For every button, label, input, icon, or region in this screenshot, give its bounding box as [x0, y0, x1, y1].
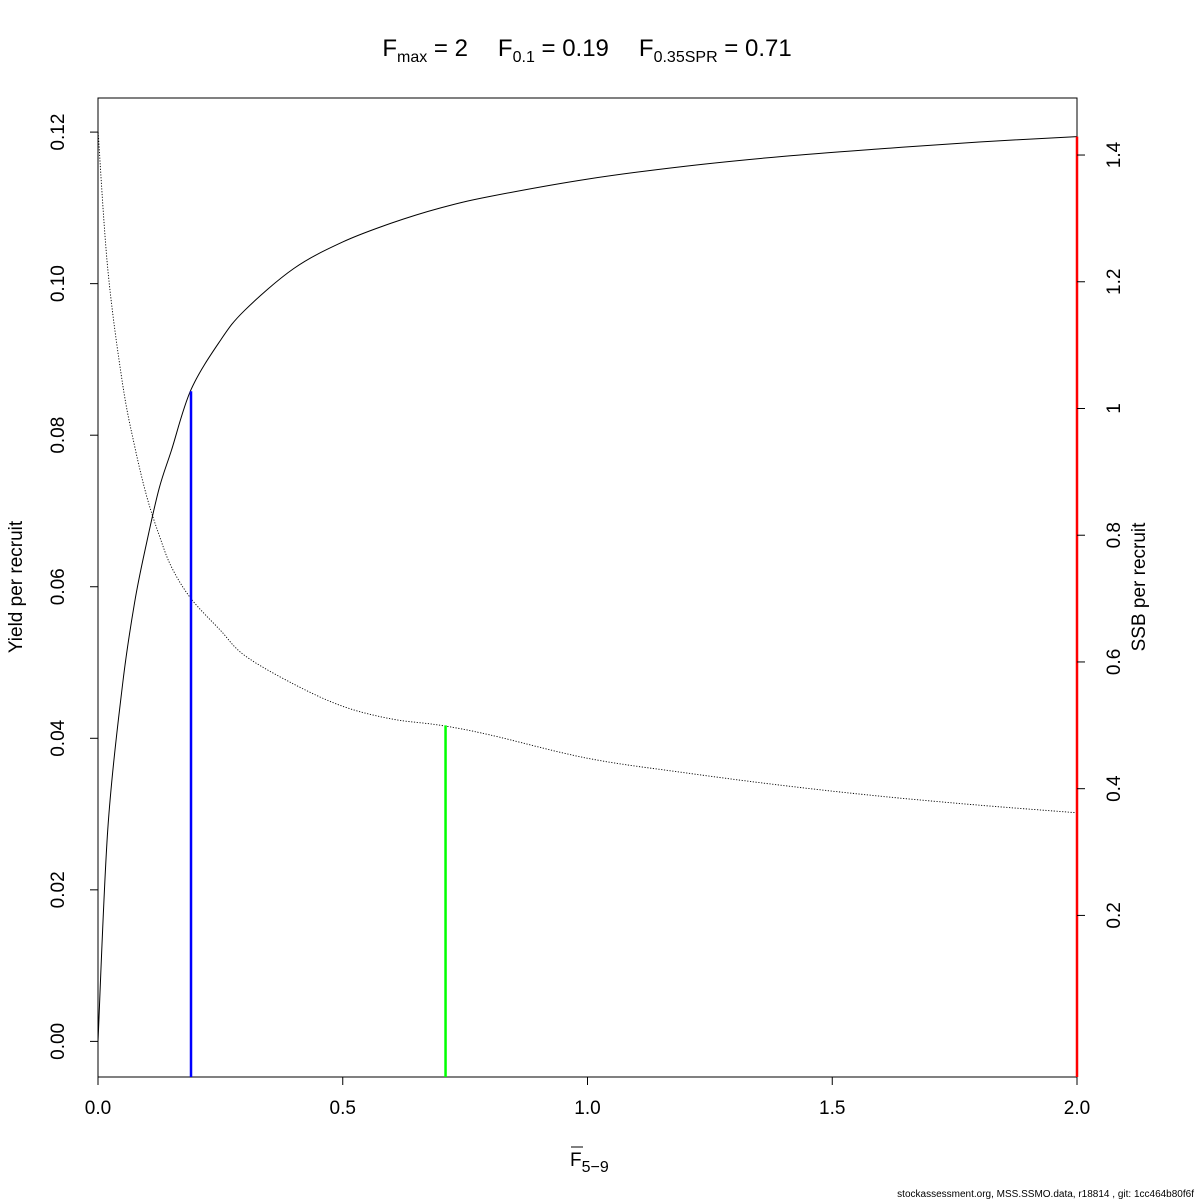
x-tick-label: 0.5	[330, 1098, 356, 1119]
title-f01-rest: = 0.19	[535, 35, 609, 62]
plot-area	[97, 129, 1079, 1077]
y-right-tick-label: 0.4	[1104, 775, 1125, 802]
title-fmax-base: F	[382, 35, 397, 62]
chart-title: Fmax = 2 F0.1 = 0.19 F0.35SPR = 0.71	[382, 35, 791, 66]
y-left-tick-label: 0.06	[48, 568, 69, 605]
yield-per-recruit-line	[97, 136, 1078, 1042]
title-f01-base: F	[498, 35, 513, 62]
y-left-tick-label: 0.08	[48, 417, 69, 454]
x-axis-label: F5−9	[570, 1146, 609, 1176]
x-tick-label: 1.0	[574, 1098, 600, 1119]
y-axis-left-label: Yield per recruit	[6, 520, 27, 653]
y-axis-right-label: SSB per recruit	[1129, 522, 1150, 652]
y-right-tick-label: 1	[1104, 403, 1125, 414]
plot-frame	[97, 97, 1078, 1078]
title-f035-base: F	[639, 35, 654, 62]
axes: 0.0 0.5 1.0 1.5 2.0 0.00 0.02 0.04 0.06 0.08 0.10 0…	[48, 114, 1125, 1119]
y-right-tick-label: 1.4	[1104, 141, 1125, 168]
x-axis-label-base: F	[570, 1150, 582, 1171]
x-axis-label-sub: 5−9	[582, 1159, 609, 1176]
y-right-tick-label: 0.8	[1104, 522, 1125, 548]
footer-credit: stockassessment.org, MSS.SSMO.data, r188…	[897, 1189, 1194, 1200]
y-right-tick-label: 0.2	[1104, 902, 1125, 928]
y-left-tick-label: 0.02	[48, 871, 69, 908]
y-left-tick-label: 0.04	[48, 719, 69, 756]
title-f01-sub: 0.1	[513, 49, 535, 66]
y-right-tick-label: 0.6	[1104, 649, 1125, 675]
y-right-tick-label: 1.2	[1104, 269, 1125, 295]
y-left-tick-label: 0.10	[48, 265, 69, 302]
title-fmax-rest: = 2	[427, 35, 468, 62]
ssb-per-recruit-line	[97, 129, 1078, 814]
y-left-tick-label: 0.12	[48, 114, 69, 151]
x-tick-label: 1.5	[819, 1098, 845, 1119]
x-tick-label: 2.0	[1064, 1098, 1090, 1119]
svg-text:F5−9: F5−9	[570, 1150, 609, 1176]
title-f035-rest: = 0.71	[718, 35, 792, 62]
title-f035-sub: 0.35SPR	[654, 49, 718, 66]
y-left-tick-label: 0.00	[48, 1023, 69, 1060]
x-tick-label: 0.0	[85, 1098, 111, 1119]
title-fmax-sub: max	[397, 49, 427, 66]
